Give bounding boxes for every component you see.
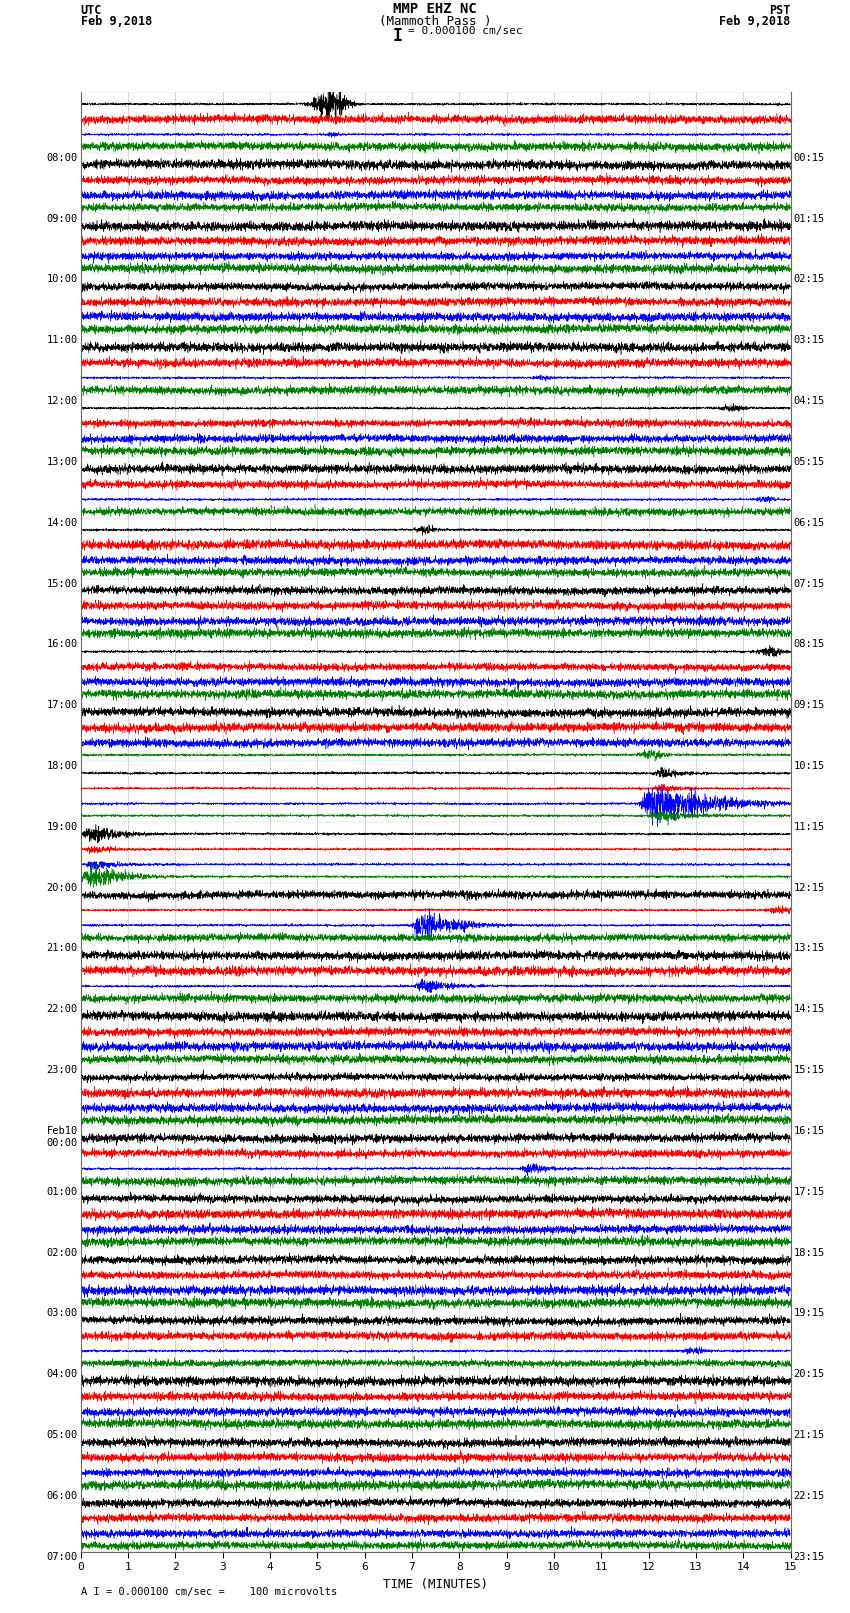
Text: (Mammoth Pass ): (Mammoth Pass ) <box>379 15 491 27</box>
Text: Feb 9,2018: Feb 9,2018 <box>81 15 152 27</box>
Text: Feb 9,2018: Feb 9,2018 <box>719 15 791 27</box>
Text: UTC: UTC <box>81 5 102 18</box>
Text: PST: PST <box>769 5 790 18</box>
Text: = 0.000100 cm/sec: = 0.000100 cm/sec <box>408 26 523 35</box>
Text: MMP EHZ NC: MMP EHZ NC <box>394 3 477 16</box>
Text: I: I <box>393 26 403 45</box>
X-axis label: TIME (MINUTES): TIME (MINUTES) <box>383 1578 488 1590</box>
Text: A I = 0.000100 cm/sec =    100 microvolts: A I = 0.000100 cm/sec = 100 microvolts <box>81 1587 337 1597</box>
